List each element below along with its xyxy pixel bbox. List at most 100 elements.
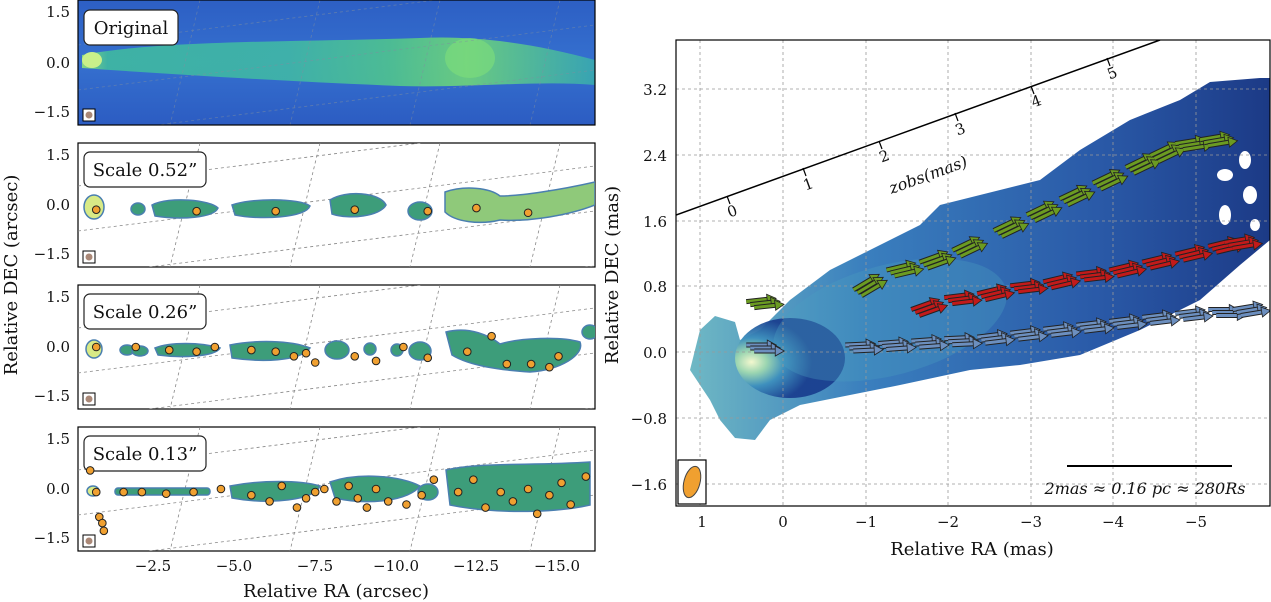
component-dot	[353, 494, 363, 503]
blue-velocity-arrow	[853, 344, 885, 356]
component-dot	[402, 500, 411, 509]
green-velocity-arrow	[1095, 172, 1125, 189]
red-velocity-arrow	[1182, 249, 1214, 263]
component-dot	[85, 466, 95, 475]
red-velocity-arrow	[1050, 277, 1082, 291]
component-dot	[399, 342, 408, 352]
blue-velocity-arrow	[886, 342, 917, 354]
svg-text:−4: −4	[1102, 513, 1124, 531]
component-dot	[350, 205, 360, 214]
component-dot	[429, 475, 439, 485]
svg-text:0: 0	[778, 513, 788, 531]
panel-original	[78, 0, 595, 125]
svg-text:1.6: 1.6	[643, 213, 667, 231]
svg-text:0.8: 0.8	[643, 278, 667, 296]
svg-text:−2: −2	[937, 513, 959, 531]
svg-text:−12.5: −12.5	[453, 557, 499, 575]
svg-text:−2.5: −2.5	[135, 557, 171, 575]
blue-velocity-arrow	[1050, 327, 1082, 339]
component-dot	[532, 509, 542, 519]
red-velocity-arrow	[1017, 283, 1049, 295]
panel-label-scale-026: Scale 0.26”	[93, 302, 198, 323]
svg-text:−10.0: −10.0	[373, 557, 419, 575]
left-panels: Original Scale 0.52” Scale 0.26” Scale 0…	[1, 0, 596, 602]
svg-text:−7.5: −7.5	[297, 557, 333, 575]
svg-text:1.5: 1.5	[46, 430, 70, 448]
green-velocity-arrow	[1182, 140, 1214, 153]
svg-text:−1.5: −1.5	[34, 103, 70, 121]
red-velocity-arrow	[1116, 265, 1148, 279]
component-dot	[91, 487, 101, 497]
component-dot	[310, 358, 320, 367]
blue-velocity-arrow	[1083, 323, 1115, 335]
component-dot	[423, 206, 433, 216]
component-dot	[581, 472, 591, 481]
red-velocity-arrow	[1149, 257, 1181, 271]
green-velocity-arrow	[893, 265, 925, 279]
component-dot	[487, 331, 496, 341]
component-dot	[189, 487, 198, 497]
blue-velocity-arrow	[1149, 315, 1181, 327]
svg-text:0.0: 0.0	[46, 338, 70, 356]
component-dot	[161, 489, 171, 498]
left-y-axis-label: Relative DEC (arcsec)	[1, 175, 22, 376]
component-dot	[472, 203, 481, 213]
blue-velocity-arrow	[1116, 319, 1148, 331]
component-dot	[91, 342, 101, 352]
red-velocity-arrow	[918, 303, 949, 318]
green-velocity-arrow	[1033, 206, 1063, 223]
red-velocity-arrow	[1083, 271, 1115, 284]
component-dot	[119, 487, 128, 497]
right-x-axis-label: Relative RA (mas)	[890, 539, 1054, 560]
zobs-axis	[676, 40, 1161, 216]
svg-text:0.0: 0.0	[46, 480, 70, 498]
right-yticks: 3.2 2.4 1.6 0.8 0.0 −0.8 −1.6	[631, 81, 667, 494]
component-dot	[371, 356, 381, 366]
scale-052-components	[91, 203, 533, 218]
left-xticks: −2.5 −5.0 −7.5 −10.0 −12.5 −15.0	[135, 557, 580, 575]
green-velocity-arrow	[959, 242, 989, 259]
component-dot	[554, 352, 563, 361]
component-dot	[496, 487, 506, 497]
core-emission	[735, 318, 845, 398]
component-dot	[508, 497, 518, 506]
component-dot	[453, 487, 463, 497]
component-dot	[545, 362, 554, 372]
component-dot	[137, 487, 147, 497]
right-y-axis-label: Relative DEC (mas)	[602, 186, 623, 364]
component-dot	[344, 481, 353, 491]
svg-text:−1.5: −1.5	[34, 245, 70, 263]
component-dot	[91, 205, 101, 214]
scale-bar-label: 2mas ≈ 0.16 pc ≈ 280Rs	[1044, 479, 1246, 498]
svg-text:1.5: 1.5	[46, 146, 70, 164]
left-panel-labels: Original Scale 0.52” Scale 0.26” Scale 0…	[83, 9, 207, 472]
component-dot	[320, 484, 329, 494]
original-knot	[445, 38, 495, 78]
svg-text:1: 1	[697, 513, 707, 531]
component-dot	[99, 526, 109, 536]
component-dot	[502, 359, 512, 369]
component-dot	[523, 484, 533, 494]
svg-text:−0.8: −0.8	[631, 410, 667, 428]
green-velocity-arrow	[1157, 147, 1187, 164]
component-dot	[277, 481, 287, 491]
green-velocity-arrow	[1058, 184, 1088, 202]
zobs-ticks	[726, 57, 1111, 205]
green-velocity-arrow	[1132, 159, 1162, 176]
green-velocity-arrow	[753, 299, 785, 311]
blue-velocity-arrow	[1240, 306, 1270, 318]
svg-text:−3: −3	[1020, 513, 1042, 531]
scale-013-components	[85, 466, 591, 536]
green-velocity-arrow	[926, 255, 957, 271]
svg-text:−1.6: −1.6	[631, 476, 667, 494]
blue-velocity-arrow	[1017, 331, 1049, 343]
svg-text:1.5: 1.5	[46, 288, 70, 306]
component-dot	[557, 478, 566, 488]
red-velocity-arrow	[984, 289, 1016, 303]
blue-velocity-arrow	[952, 338, 984, 350]
svg-text:1.5: 1.5	[46, 3, 70, 21]
map-holes	[1217, 151, 1260, 231]
component-dot	[383, 497, 393, 506]
green-velocity-arrow	[860, 279, 888, 298]
component-dot	[192, 347, 201, 356]
